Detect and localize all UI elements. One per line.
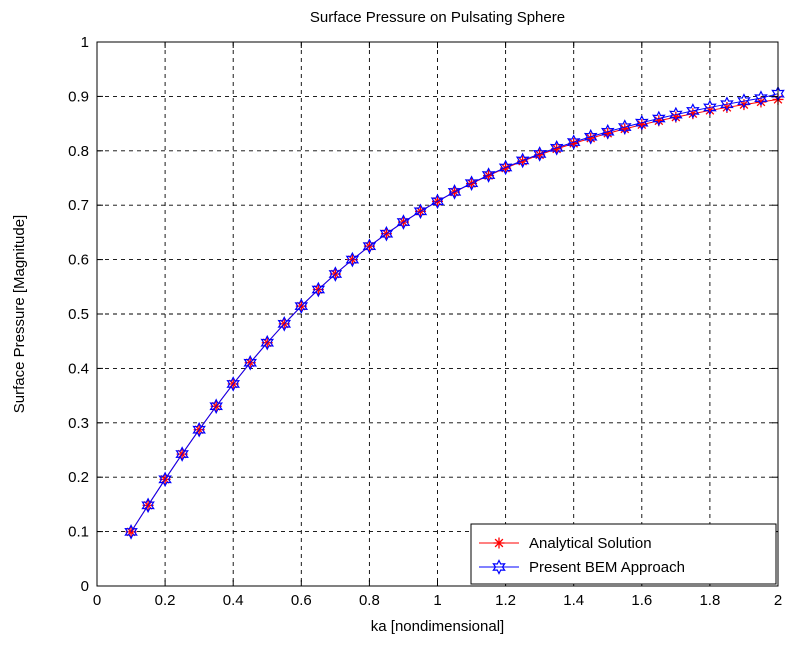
data-point-bem [635,114,649,131]
series-layer [124,85,785,540]
series-bem [124,85,785,540]
data-point-bem [652,110,666,127]
data-point-bem [669,106,683,123]
data-point-bem [209,398,223,415]
asterisk-stroke [739,100,749,109]
data-point-bem [583,128,598,145]
x-tick-label: 0.2 [155,592,176,609]
data-point-bem [243,354,258,371]
data-point-bem [260,334,275,351]
y-axis-title: Surface Pressure [Magnitude] [11,215,28,413]
data-point-bem [447,184,462,200]
y-tick-label: 0 [81,578,89,595]
data-point-bem [686,103,700,119]
ticks: 0 0.2 0.4 0.6 0.8 1 1.2 1.4 1.6 1.8 2 0 0.1 0.2 0.3 0.4… [68,34,782,609]
data-point-bem [600,123,615,140]
data-point-bem [192,421,206,438]
data-point-bem [226,376,240,392]
data-point-bem [413,203,428,220]
x-tick-label: 2 [774,592,782,609]
data-point-bem [515,152,530,169]
legend-asterisk-icon [493,537,505,549]
y-tick-label: 0.9 [68,88,89,105]
x-tick-label: 1.6 [631,592,652,609]
y-tick-label: 0.7 [68,197,89,214]
y-tick-label: 0.4 [68,360,89,377]
data-point-bem [481,167,496,183]
data-point-bem [175,446,189,462]
x-tick-label: 1.2 [495,592,516,609]
data-point-bem [345,251,360,268]
x-tick-label: 0.4 [223,592,244,609]
x-tick-label: 1.8 [699,592,720,609]
data-point-bem [362,238,377,254]
y-tick-label: 0.3 [68,415,89,432]
data-point-bem [124,524,138,540]
legend-marker-bem [492,559,506,575]
asterisk-stroke [688,109,698,119]
series-line-bem [130,93,779,533]
data-point-bem [379,225,394,242]
x-tick-label: 0 [93,592,101,609]
y-tick-label: 0.1 [68,524,89,541]
grid [97,42,778,586]
x-tick-label: 1.4 [563,592,584,609]
data-point-bem [294,298,309,314]
data-point-bem [498,159,513,176]
x-tick-label: 1 [433,592,441,609]
data-point-bem [464,175,479,192]
data-point-bem [311,281,326,298]
x-tick-label: 0.6 [291,592,312,609]
y-tick-label: 1 [81,34,89,51]
data-point-bem [703,99,717,116]
asterisk-stroke [722,103,732,112]
y-tick-label: 0.6 [68,252,89,269]
data-point-bem [617,119,632,135]
asterisk-stroke [671,112,681,122]
legend-box [470,523,777,585]
x-tick-label: 0.8 [359,592,380,609]
data-point-bem [158,471,172,488]
y-tick-label: 0.2 [68,469,89,486]
asterisk-stroke [494,538,504,548]
y-tick-label: 0.5 [68,306,89,323]
chart-title: Surface Pressure on Pulsating Sphere [310,9,565,26]
data-point-bem [277,316,292,332]
legend-label-bem: Present BEM Approach [529,559,685,576]
data-point-bem [396,214,411,230]
data-point-bem [549,139,564,156]
data-point-bem [566,134,581,150]
legend-marker-analytical [493,537,505,549]
data-point-bem [720,96,734,113]
data-point-bem [737,93,751,109]
y-tick-label: 0.8 [68,143,89,160]
asterisk-stroke [705,106,715,115]
data-point-bem [754,90,768,106]
data-point-bem [141,497,155,514]
legend-hexagram-icon [492,559,506,575]
legend-label-analytical: Analytical Solution [529,535,652,552]
asterisk-stroke [756,97,766,107]
data-point-bem [430,193,445,210]
data-point-bem [328,266,343,282]
x-axis-title: ka [nondimensional] [371,618,504,635]
data-point-bem [532,146,547,162]
legend: Analytical Solution Present BEM Approach [470,523,777,585]
asterisk-stroke [569,138,579,148]
